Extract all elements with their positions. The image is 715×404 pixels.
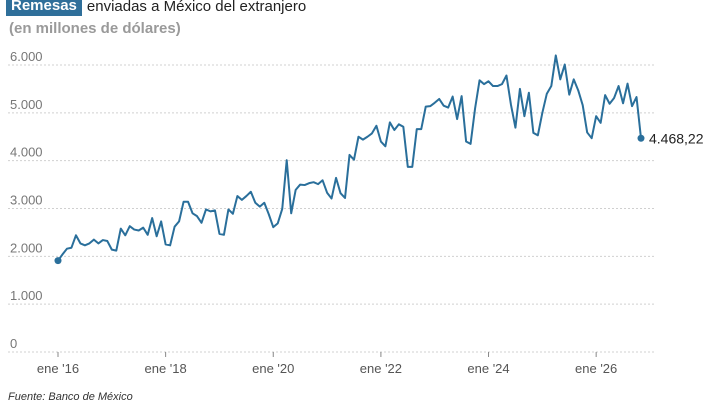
y-tick-label: 5.000 <box>10 97 43 112</box>
series-line-remesas <box>57 54 642 262</box>
end-point <box>637 134 645 142</box>
x-tick-label: ene '20 <box>252 361 294 376</box>
x-tick-label: ene '18 <box>145 361 187 376</box>
source-note: Fuente: Banco de México <box>8 391 133 403</box>
title-badge: Remesas <box>6 0 82 16</box>
title-text: enviadas a México del extranjero <box>86 0 307 15</box>
x-tick-label: ene '24 <box>467 361 509 376</box>
x-tick-label: ene '26 <box>575 361 617 376</box>
start-point <box>54 257 62 265</box>
y-tick-label: 3.000 <box>10 193 43 208</box>
y-tick-label: 1.000 <box>10 288 43 303</box>
end-value-label: 4.468,22 <box>649 130 704 146</box>
x-tick-label: ene '22 <box>360 361 402 376</box>
y-tick-label: 2.000 <box>10 240 43 255</box>
chart-title: Remesas enviadas a México del extranjero <box>6 0 306 16</box>
y-tick-label: 4.000 <box>10 145 43 160</box>
x-tick-label: ene '16 <box>37 361 79 376</box>
y-tick-label: 0 <box>10 336 17 351</box>
y-tick-label: 6.000 <box>10 49 43 64</box>
chart-subtitle: (en millones de dólares) <box>9 20 181 37</box>
